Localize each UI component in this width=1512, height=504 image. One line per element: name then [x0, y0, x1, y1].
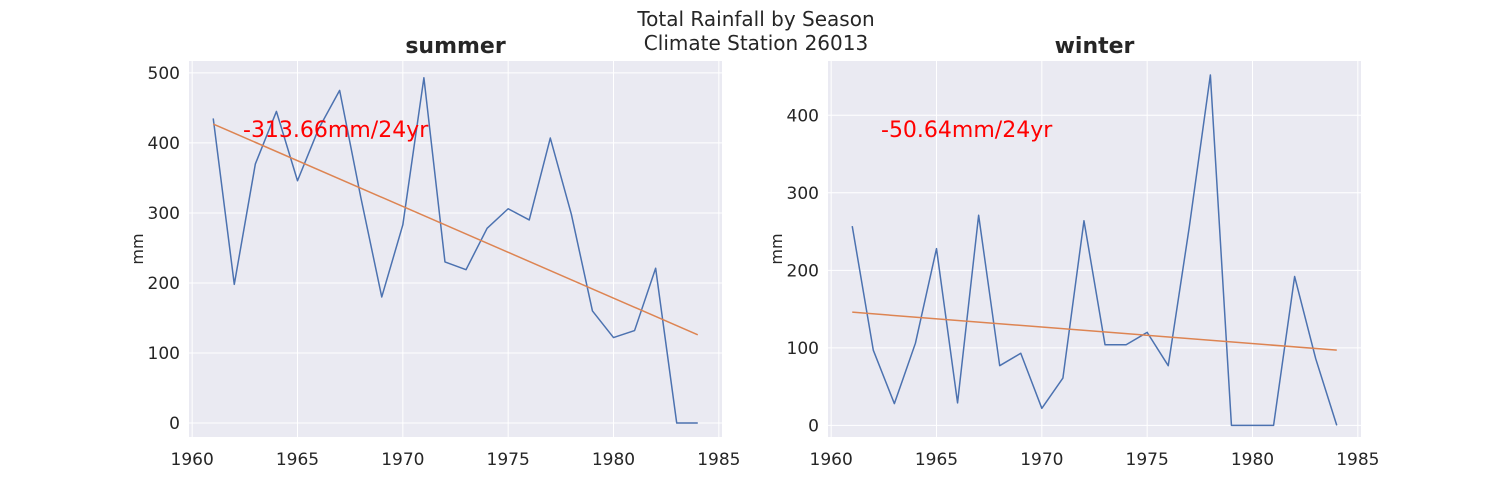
summer-panel-title: summer — [405, 34, 506, 59]
summer-y-tick-label: 200 — [148, 274, 180, 294]
winter-y-axis-label: mm — [767, 233, 786, 264]
winter-y-tick-label: 0 — [808, 416, 819, 436]
winter-y-tick-label: 300 — [787, 184, 819, 204]
summer-y-axis-label: mm — [128, 233, 147, 264]
summer-x-tick-label: 1960 — [171, 450, 214, 470]
summer-x-tick-label: 1975 — [487, 450, 530, 470]
summer-x-tick-label: 1980 — [592, 450, 635, 470]
winter-x-tick-label: 1980 — [1231, 450, 1274, 470]
winter-x-tick-label: 1985 — [1336, 450, 1379, 470]
summer-x-tick-label: 1970 — [381, 450, 424, 470]
winter-panel-title: winter — [1055, 34, 1135, 59]
winter-trend-line — [852, 311, 1337, 351]
figure-title-line1: Total Rainfall by Season — [636, 7, 874, 31]
summer-y-tick-label: 300 — [148, 204, 180, 224]
summer-x-tick-label: 1985 — [697, 450, 740, 470]
summer-y-tick-label: 100 — [148, 344, 180, 364]
winter-y-tick-label: 100 — [787, 339, 819, 359]
summer-y-tick-label: 500 — [148, 64, 180, 84]
summer-x-tick-label: 1965 — [276, 450, 319, 470]
winter-rainfall-line — [851, 74, 1338, 427]
winter-x-tick-label: 1970 — [1020, 450, 1063, 470]
figure-title-line2: Climate Station 26013 — [644, 31, 868, 55]
summer-rainfall-line — [212, 77, 698, 424]
winter-trend-annotation: -50.64mm/24yr — [881, 118, 1053, 143]
winter-y-tick-label: 200 — [787, 261, 819, 281]
summer-y-tick-label: 0 — [169, 414, 180, 434]
winter-x-tick-label: 1975 — [1126, 450, 1169, 470]
winter-x-tick-label: 1960 — [810, 450, 853, 470]
summer-panel: 1960 1965 1970 1975 1980 1985 0 100 200 300 400 500… — [128, 34, 740, 470]
winter-x-tick-label: 1965 — [915, 450, 958, 470]
summer-y-tick-label: 400 — [148, 134, 180, 154]
winter-panel: 1960 1965 1970 1975 1980 1985 0 100 200 300 400 mm w… — [767, 34, 1379, 470]
summer-trend-annotation: -313.66mm/24yr — [243, 118, 429, 143]
summer-trend-line — [212, 123, 699, 336]
winter-plot-area — [828, 61, 1361, 437]
summer-plot-area — [189, 61, 722, 437]
winter-y-tick-label: 400 — [787, 106, 819, 126]
